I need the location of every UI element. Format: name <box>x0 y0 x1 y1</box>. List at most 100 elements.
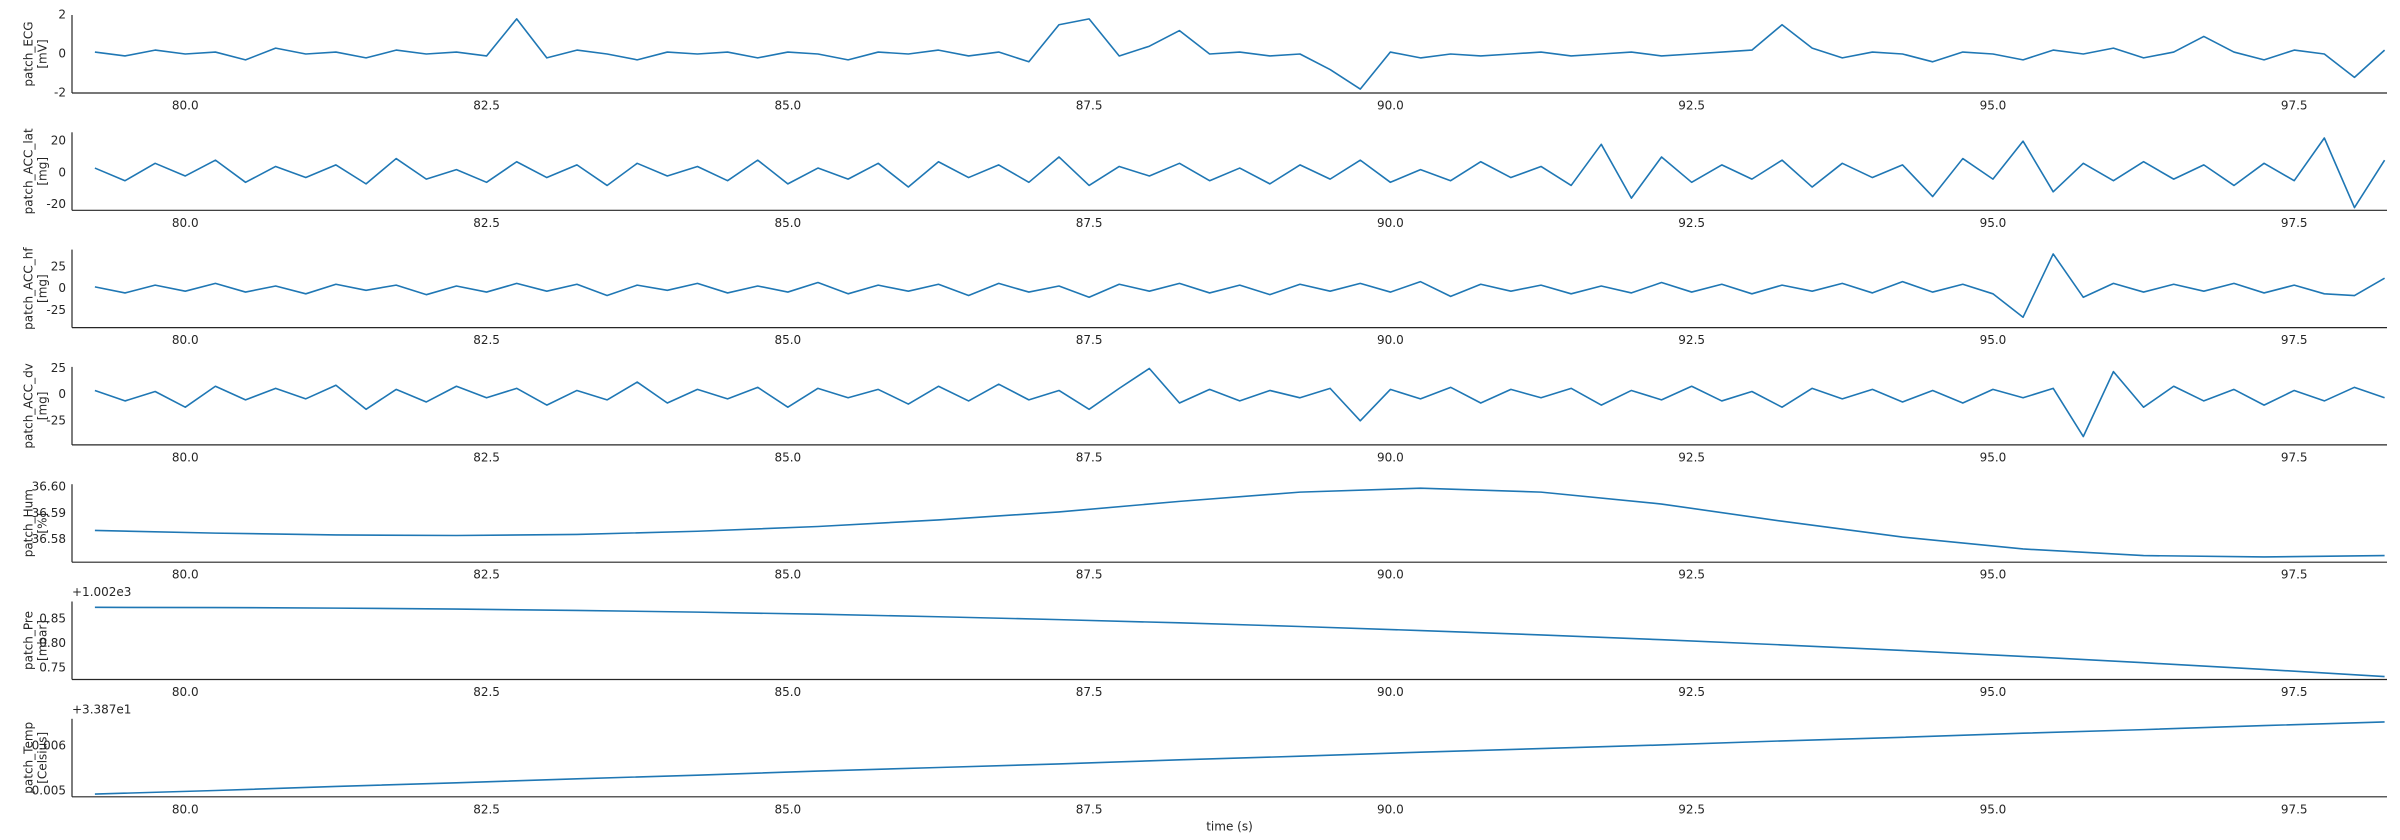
signal-line <box>94 721 2385 795</box>
x-tick-label: 80.0 <box>172 568 199 582</box>
x-tick-label: 82.5 <box>473 568 500 582</box>
y-tick-label: 0 <box>58 165 66 179</box>
x-tick-label: 95.0 <box>1980 99 2007 113</box>
x-tick-label: 80.0 <box>172 216 199 230</box>
x-tick-label: 97.5 <box>2281 333 2308 347</box>
signal-line <box>94 18 2386 90</box>
x-tick-label: 90.0 <box>1377 99 1404 113</box>
signal-line <box>94 606 2385 678</box>
x-tick-label: 97.5 <box>2281 568 2308 582</box>
x-tick-label: 82.5 <box>473 685 500 699</box>
x-tick-label: 80.0 <box>172 450 199 464</box>
x-tick-label: 95.0 <box>1980 216 2007 230</box>
y-axis-label: patch_ECG <box>22 21 36 86</box>
y-tick-label: 25 <box>51 259 66 273</box>
y-tick-label: 36.58 <box>32 532 66 546</box>
y-tick-label: 36.60 <box>32 479 66 493</box>
x-tick-label: 95.0 <box>1980 685 2007 699</box>
x-tick-label: 85.0 <box>774 568 801 582</box>
x-tick-label: 92.5 <box>1678 568 1705 582</box>
x-tick-label: 87.5 <box>1076 216 1103 230</box>
y-axis-label: [mg] <box>36 274 50 303</box>
x-tick-label: 92.5 <box>1678 99 1705 113</box>
y-tick-label: 36.59 <box>32 506 66 520</box>
y-tick-label: 0.75 <box>39 660 66 674</box>
y-tick-label: 2 <box>58 8 66 22</box>
x-tick-label: 82.5 <box>473 802 500 816</box>
signal-line <box>94 253 2385 318</box>
x-tick-label: 95.0 <box>1980 450 2007 464</box>
x-tick-label: 82.5 <box>473 450 500 464</box>
x-tick-label: 87.5 <box>1076 685 1103 699</box>
x-tick-label: 92.5 <box>1678 802 1705 816</box>
x-tick-label: 90.0 <box>1377 685 1404 699</box>
x-tick-label: 87.5 <box>1076 99 1103 113</box>
y-tick-label: 0.006 <box>32 738 66 752</box>
offset-text: +3.387e1 <box>72 702 131 716</box>
y-axis-label: patch_Pre <box>22 611 36 670</box>
x-tick-label: 97.5 <box>2281 99 2308 113</box>
y-axis-label: [%] <box>36 513 50 534</box>
y-tick-label: 25 <box>51 361 66 375</box>
y-tick-label: -2 <box>54 86 66 100</box>
y-axis-label: [mg] <box>36 392 50 421</box>
y-tick-label: 20 <box>51 134 66 148</box>
x-tick-label: 95.0 <box>1980 333 2007 347</box>
x-tick-label: 85.0 <box>774 450 801 464</box>
y-tick-label: 0 <box>58 387 66 401</box>
x-tick-label: 97.5 <box>2281 450 2308 464</box>
y-axis-label: patch_ACC_lat <box>22 128 36 214</box>
x-tick-label: 87.5 <box>1076 568 1103 582</box>
signal-line <box>94 367 2385 438</box>
x-tick-label: 90.0 <box>1377 802 1404 816</box>
x-tick-label: 95.0 <box>1980 802 2007 816</box>
y-axis-label: patch_ACC_dv <box>22 363 36 448</box>
y-axis-label: patch_ACC_hf <box>22 247 36 330</box>
x-tick-label: 92.5 <box>1678 450 1705 464</box>
x-tick-label: 82.5 <box>473 333 500 347</box>
x-tick-label: 80.0 <box>172 802 199 816</box>
x-tick-label: 95.0 <box>1980 568 2007 582</box>
x-tick-label: 87.5 <box>1076 802 1103 816</box>
y-tick-label: 0 <box>58 281 66 295</box>
offset-text: +1.002e3 <box>72 585 131 599</box>
y-tick-label: 0.80 <box>39 636 66 650</box>
x-tick-label: 97.5 <box>2281 216 2308 230</box>
x-tick-label: 92.5 <box>1678 333 1705 347</box>
y-tick-label: 0.005 <box>32 783 66 797</box>
x-tick-label: 85.0 <box>774 802 801 816</box>
y-tick-label: 0.85 <box>39 612 66 626</box>
x-tick-label: 90.0 <box>1377 333 1404 347</box>
x-tick-label: 87.5 <box>1076 450 1103 464</box>
x-tick-label: 92.5 <box>1678 685 1705 699</box>
x-tick-label: 87.5 <box>1076 333 1103 347</box>
x-tick-label: 82.5 <box>473 216 500 230</box>
x-tick-label: 90.0 <box>1377 568 1404 582</box>
y-axis-label: patch_Hum <box>22 489 36 557</box>
y-axis-label: [mV] <box>36 39 50 68</box>
y-axis-label: patch_Temp <box>22 722 36 794</box>
x-tick-label: 92.5 <box>1678 216 1705 230</box>
signal-line <box>94 137 2386 209</box>
x-axis-label: time (s) <box>1206 819 1253 833</box>
x-tick-label: 97.5 <box>2281 685 2308 699</box>
signal-line <box>94 487 2385 558</box>
y-tick-label: -20 <box>46 197 66 211</box>
x-tick-label: 90.0 <box>1377 450 1404 464</box>
x-tick-label: 85.0 <box>774 216 801 230</box>
x-tick-label: 80.0 <box>172 333 199 347</box>
x-tick-label: 85.0 <box>774 333 801 347</box>
x-tick-label: 80.0 <box>172 99 199 113</box>
x-tick-label: 90.0 <box>1377 216 1404 230</box>
x-tick-label: 97.5 <box>2281 802 2308 816</box>
y-axis-label: [Celsius] <box>36 732 50 784</box>
y-tick-label: -25 <box>46 303 66 317</box>
y-tick-label: 0 <box>58 47 66 61</box>
x-tick-label: 80.0 <box>172 685 199 699</box>
x-tick-label: 82.5 <box>473 99 500 113</box>
x-tick-label: 85.0 <box>774 99 801 113</box>
y-axis-label: [mg] <box>36 157 50 186</box>
y-tick-label: -25 <box>46 413 66 427</box>
y-axis-label: [mbar] <box>36 620 50 661</box>
